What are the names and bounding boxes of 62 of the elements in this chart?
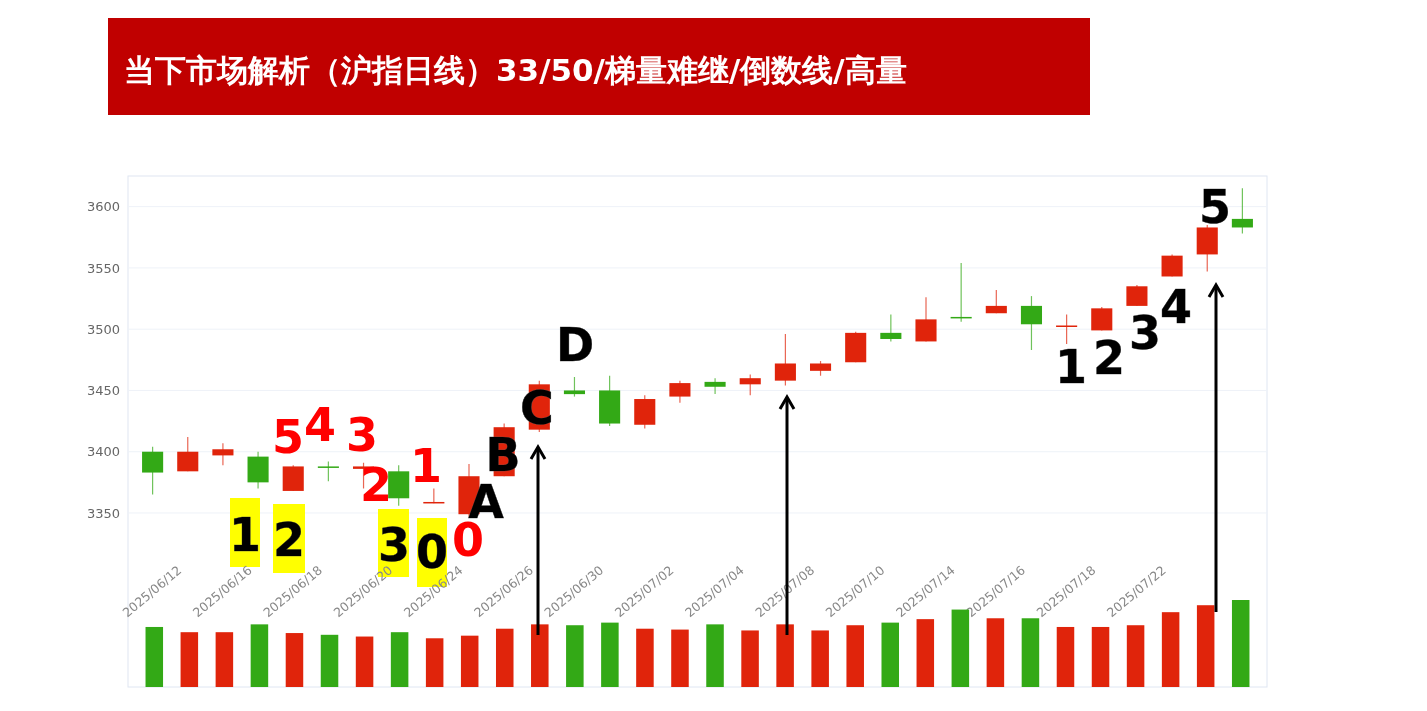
- y-tick-label: 3500: [86, 321, 120, 337]
- bar: [601, 622, 619, 687]
- candlestick: [1231, 187, 1253, 235]
- bar: [495, 628, 514, 687]
- annotation: 1: [409, 439, 443, 493]
- bar: [320, 634, 339, 687]
- bar: [1091, 626, 1110, 687]
- bar: [250, 624, 269, 687]
- annotation: 2: [1092, 331, 1126, 385]
- y-tick-label: 3350: [86, 505, 120, 521]
- annotation: 5: [271, 410, 305, 464]
- bar: [636, 628, 654, 687]
- bar: [285, 633, 304, 687]
- candlestick: [1020, 295, 1043, 351]
- y-tick-label: 3550: [86, 260, 120, 276]
- bar: [811, 630, 829, 687]
- candlestick: [563, 376, 586, 398]
- bar: [916, 619, 935, 687]
- bar: [531, 624, 549, 687]
- candlestick: [142, 446, 164, 496]
- annotation: 4: [303, 398, 337, 452]
- annotation: 1: [1054, 340, 1088, 394]
- candlestick: [669, 380, 691, 404]
- bar: [425, 638, 444, 687]
- bar: [881, 622, 900, 687]
- bar: [390, 632, 409, 687]
- bar: [706, 624, 724, 687]
- bar: [1021, 618, 1040, 687]
- bar: [145, 626, 164, 687]
- annotation: 5: [1198, 180, 1232, 234]
- annotation: 3: [1128, 306, 1162, 360]
- bar: [566, 625, 584, 687]
- y-tick-label: 3450: [86, 383, 120, 399]
- bar: [776, 624, 794, 687]
- y-tick-label: 3400: [86, 444, 120, 460]
- bar: [846, 625, 864, 687]
- candlestick: [704, 377, 726, 395]
- candlestick: [739, 373, 761, 396]
- candlestick: [177, 436, 199, 472]
- candlestick: [915, 296, 937, 343]
- annotation: 1: [228, 508, 262, 562]
- bar: [986, 618, 1005, 687]
- bar: [1126, 625, 1145, 687]
- bar: [180, 632, 199, 687]
- bar: [460, 635, 479, 687]
- annotation: D: [555, 318, 595, 372]
- bar: [1056, 626, 1075, 687]
- candlestick: [212, 442, 234, 466]
- candlestick: [880, 313, 902, 343]
- bar: [355, 636, 374, 687]
- candlestick: [774, 333, 796, 387]
- chart-title: 当下市场解析（沪指日线）33/50/梯量难继/倒数线/高量: [124, 51, 907, 88]
- candlestick: [1126, 284, 1148, 307]
- candlestick: [317, 460, 339, 482]
- bar: [671, 629, 689, 687]
- bar: [1231, 600, 1250, 687]
- annotation: 2: [272, 513, 306, 567]
- y-tick-label: 3600: [86, 199, 120, 215]
- annotation: 4: [1159, 280, 1193, 334]
- bar: [1196, 605, 1215, 687]
- bar: [741, 630, 759, 687]
- bar: [215, 632, 234, 687]
